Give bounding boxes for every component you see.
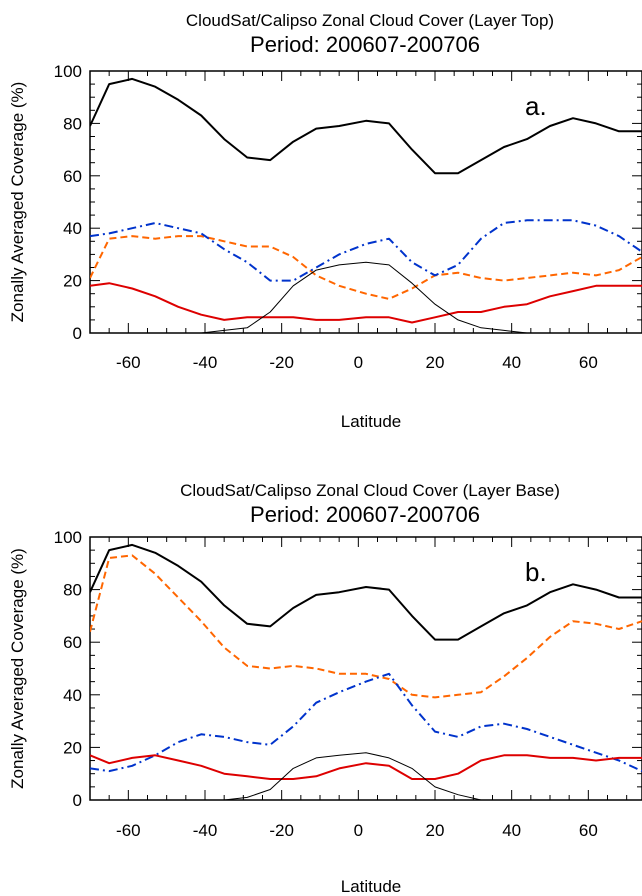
y-tick-label: 60 xyxy=(63,633,82,652)
x-tick-label: -40 xyxy=(193,353,218,372)
x-tick-label: -40 xyxy=(193,821,218,840)
y-tick-label: 20 xyxy=(63,272,82,291)
series-line-1 xyxy=(90,235,642,300)
y-axis-label: Zonally Averaged Coverage (%) xyxy=(8,82,27,323)
x-tick-label: 20 xyxy=(426,821,445,840)
y-tick-label: 80 xyxy=(63,581,82,600)
y-axis-label: Zonally Averaged Coverage (%) xyxy=(8,548,27,789)
y-tick-label: 20 xyxy=(63,738,82,757)
y-tick-label: 60 xyxy=(63,167,82,186)
series-line-3 xyxy=(90,282,642,324)
series-line-2 xyxy=(90,219,642,282)
x-tick-label: -20 xyxy=(269,821,294,840)
series-line-0 xyxy=(90,543,642,641)
x-tick-label: -60 xyxy=(116,821,141,840)
y-tick-label: 100 xyxy=(54,62,82,81)
plot-frame xyxy=(89,536,642,801)
chart-title: CloudSat/Calipso Zonal Cloud Cover (Laye… xyxy=(180,481,560,500)
x-tick-label: 40 xyxy=(502,821,521,840)
x-axis-label: Latitude xyxy=(341,877,402,896)
x-tick-label: 20 xyxy=(426,353,445,372)
series-line-0 xyxy=(90,77,642,175)
chart-title: CloudSat/Calipso Zonal Cloud Cover (Laye… xyxy=(186,11,554,30)
x-tick-label: 60 xyxy=(579,821,598,840)
x-tick-label: 40 xyxy=(502,353,521,372)
x-tick-label: 60 xyxy=(579,353,598,372)
y-tick-label: 100 xyxy=(54,528,82,547)
y-tick-label: 80 xyxy=(63,114,82,133)
y-tick-label: 0 xyxy=(73,791,82,810)
x-tick-label: -60 xyxy=(116,353,141,372)
chart-subtitle: Period: 200607-200706 xyxy=(250,32,480,57)
y-tick-label: 40 xyxy=(63,219,82,238)
series-line-3 xyxy=(90,754,642,780)
series-line-1 xyxy=(90,554,642,699)
y-tick-label: 40 xyxy=(63,686,82,705)
x-tick-label: 0 xyxy=(354,353,363,372)
panel-label: a. xyxy=(525,91,547,121)
x-tick-label: -20 xyxy=(269,353,294,372)
chart-subtitle: Period: 200607-200706 xyxy=(250,502,480,527)
series-line-4 xyxy=(90,261,642,334)
x-tick-label: 0 xyxy=(354,821,363,840)
x-axis-label: Latitude xyxy=(341,412,402,431)
series-line-4 xyxy=(90,752,642,801)
series-line-2 xyxy=(90,672,642,773)
y-tick-label: 0 xyxy=(73,324,82,343)
panel-label: b. xyxy=(525,557,547,587)
